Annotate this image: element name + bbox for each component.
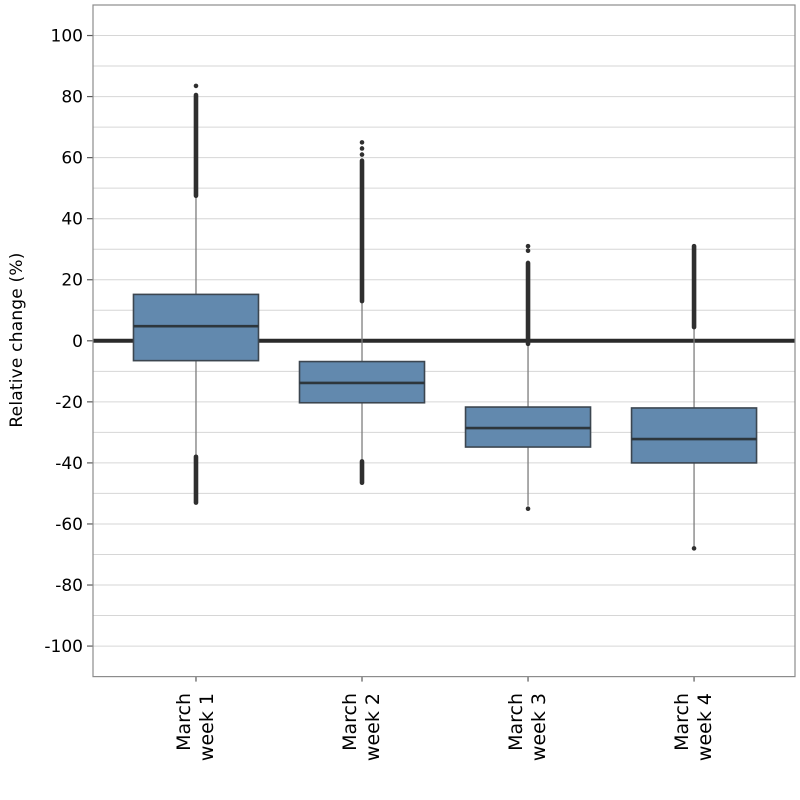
y-tick-label: 40 [61,210,83,230]
lower-outlier-point-march-week-4 [691,546,697,551]
x-tick-label-march-week-4: Marchweek 4 [671,693,716,761]
y-tick-label: 80 [61,88,83,108]
upper-outlier-point-march-week-3 [525,243,531,249]
y-tick-label: -80 [55,576,83,596]
y-tick-label: -40 [55,454,83,474]
upper-outlier-point-march-week-2 [359,152,365,157]
x-tick-label-text: Marchweek 4 [671,693,716,761]
y-tick-label: -60 [55,515,83,535]
box-march-week-1 [132,293,260,362]
y-tick-label: 100 [51,27,83,47]
plot-border [92,4,796,678]
upper-outlier-point-march-week-2 [359,140,365,145]
upper-outlier-point-march-week-3 [525,248,531,254]
x-tick-label-text: Marchweek 1 [173,693,218,761]
box-march-week-4 [630,407,758,464]
y-tick-label: 0 [72,332,83,352]
y-axis-label: Relative change (%) [7,252,27,428]
x-tick-label-march-week-3: Marchweek 3 [505,693,550,761]
upper-outlier-point-march-week-1 [193,83,199,89]
x-tick-label-march-week-2: Marchweek 2 [339,693,384,761]
y-tick-label: -20 [55,393,83,413]
y-tick-label: 60 [61,149,83,169]
y-tick-label: -100 [44,637,83,657]
upper-outlier-point-march-week-2 [359,146,365,151]
x-tick-label-march-week-1: Marchweek 1 [173,693,218,761]
lower-outlier-point-march-week-3 [525,506,531,512]
y-tick-label: 20 [61,271,83,291]
x-tick-label-text: Marchweek 2 [339,693,384,761]
x-tick-label-text: Marchweek 3 [505,693,550,761]
